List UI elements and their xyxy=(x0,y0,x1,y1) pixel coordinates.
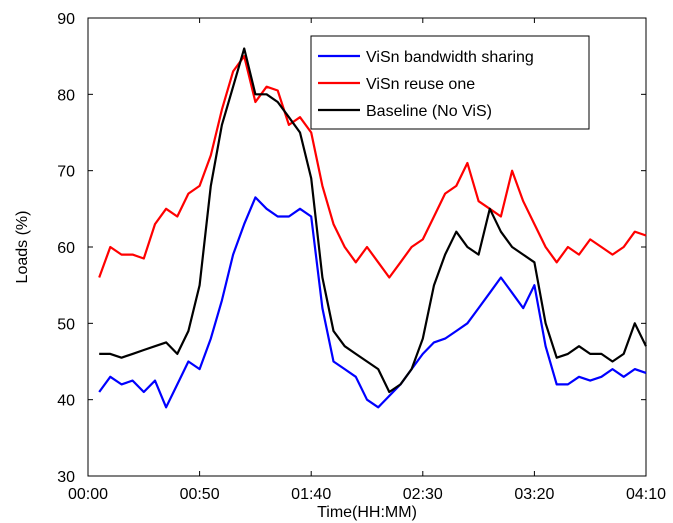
series-line-0 xyxy=(98,196,647,409)
x-tick-label: 02:30 xyxy=(403,486,443,503)
x-tick-label: 03:20 xyxy=(514,486,554,503)
x-tick-label: 04:10 xyxy=(626,486,666,503)
y-tick-label: 70 xyxy=(57,164,75,181)
y-tick-label: 90 xyxy=(57,11,75,28)
x-tick-label: 01:40 xyxy=(291,486,331,503)
series-line-2 xyxy=(99,47,647,394)
y-tick-label: 50 xyxy=(57,316,75,333)
legend-label: ViSn bandwidth sharing xyxy=(366,49,534,66)
y-tick-label: 40 xyxy=(57,393,75,410)
y-tick-label: 80 xyxy=(57,87,75,104)
legend: ViSn bandwidth sharing ViSn reuse one Base… xyxy=(310,35,590,130)
y-tick-label: 60 xyxy=(57,240,75,257)
series-lines xyxy=(98,47,647,409)
y-tick-label: 30 xyxy=(57,469,75,486)
legend-label: Baseline (No ViS) xyxy=(366,103,492,120)
x-tick-label: 00:50 xyxy=(180,486,220,503)
axis-ticks: 00:00 00:50 01:40 02:30 03:20 04:10 30 40 50 60 70… xyxy=(57,11,666,503)
x-tick-label: 00:00 xyxy=(68,486,108,503)
x-axis-label: Time(HH:MM) xyxy=(317,504,417,521)
y-axis-label: Loads (%) xyxy=(14,211,31,284)
legend-label: ViSn reuse one xyxy=(366,76,475,93)
series-line-1 xyxy=(98,55,647,279)
